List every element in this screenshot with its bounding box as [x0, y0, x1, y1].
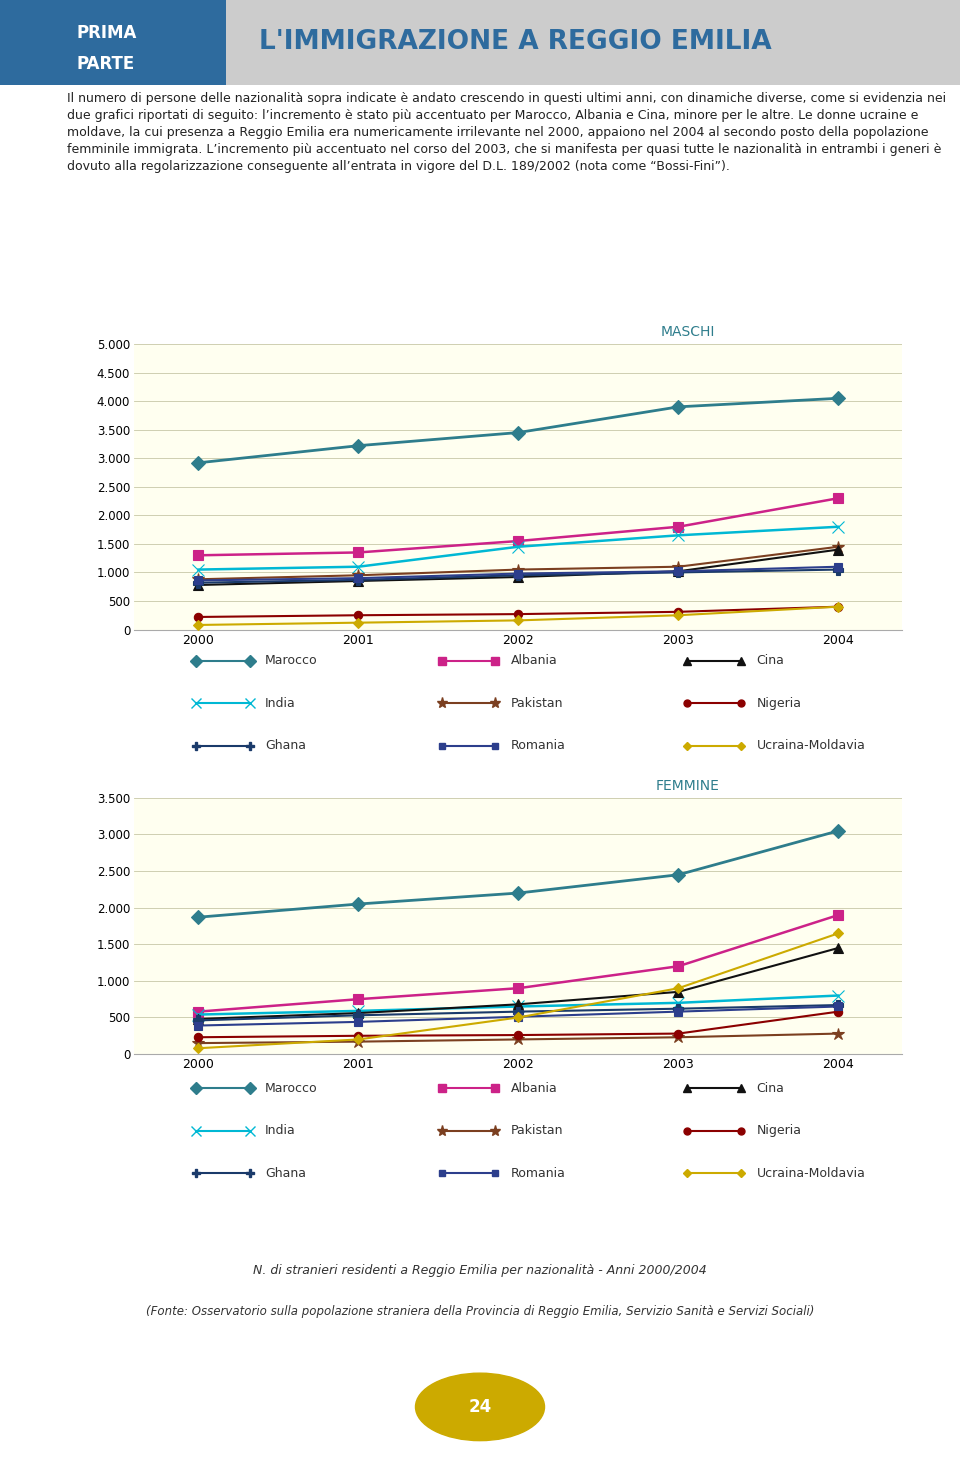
Text: Pakistan: Pakistan [511, 1124, 564, 1138]
Text: Cina: Cina [756, 1082, 784, 1095]
Text: Marocco: Marocco [265, 1082, 318, 1095]
Text: Il numero di persone delle nazionalità sopra indicate è andato crescendo in ques: Il numero di persone delle nazionalità s… [67, 92, 947, 173]
Text: PRIMA: PRIMA [77, 23, 137, 42]
Text: Albania: Albania [511, 1082, 558, 1095]
Text: Marocco: Marocco [265, 654, 318, 668]
Text: L'IMMIGRAZIONE A REGGIO EMILIA: L'IMMIGRAZIONE A REGGIO EMILIA [259, 29, 772, 56]
Text: Albania: Albania [511, 654, 558, 668]
Text: Nigeria: Nigeria [756, 1124, 802, 1138]
FancyBboxPatch shape [0, 0, 226, 85]
Text: (Fonte: Osservatorio sulla popolazione straniera della Provincia di Reggio Emili: (Fonte: Osservatorio sulla popolazione s… [146, 1306, 814, 1318]
Text: N. di stranieri residenti a Reggio Emilia per nazionalità - Anni 2000/2004: N. di stranieri residenti a Reggio Emili… [253, 1265, 707, 1277]
Text: Ucraina-Moldavia: Ucraina-Moldavia [756, 739, 865, 752]
Text: Romania: Romania [511, 739, 565, 752]
FancyBboxPatch shape [226, 0, 960, 85]
Title: FEMMINE: FEMMINE [656, 779, 719, 792]
Text: Cina: Cina [756, 654, 784, 668]
Text: Romania: Romania [511, 1167, 565, 1180]
Text: Ucraina-Moldavia: Ucraina-Moldavia [756, 1167, 865, 1180]
Text: India: India [265, 697, 296, 710]
Text: 24: 24 [468, 1398, 492, 1416]
Text: Pakistan: Pakistan [511, 697, 564, 710]
Text: PARTE: PARTE [77, 56, 135, 73]
Text: Nigeria: Nigeria [756, 697, 802, 710]
Circle shape [416, 1373, 544, 1441]
Text: India: India [265, 1124, 296, 1138]
Text: Ghana: Ghana [265, 1167, 306, 1180]
Text: Ghana: Ghana [265, 739, 306, 752]
Title: MASCHI: MASCHI [660, 325, 714, 338]
